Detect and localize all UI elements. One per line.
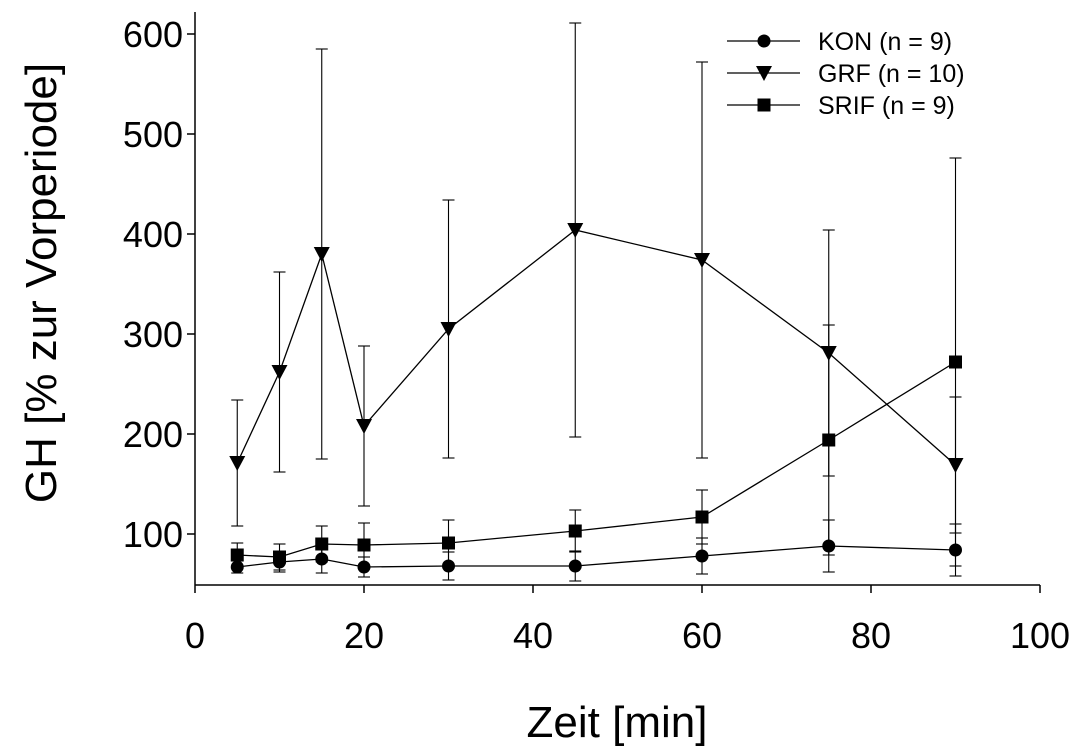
legend-marker bbox=[756, 66, 772, 81]
data-point bbox=[695, 549, 709, 563]
y-tick-label: 600 bbox=[123, 14, 183, 55]
x-tick-label: 80 bbox=[851, 615, 891, 656]
data-point bbox=[694, 253, 710, 268]
legend-label: SRIF (n = 9) bbox=[818, 92, 955, 120]
y-tick-label: 300 bbox=[123, 314, 183, 355]
legend-marker bbox=[757, 98, 771, 112]
series-line bbox=[236, 229, 956, 466]
data-point bbox=[356, 419, 372, 434]
legend: KON (n = 9) GRF (n = 10) SRIF (n = 9) bbox=[727, 28, 965, 120]
y-axis-title: GH [% zur Vorperiode] bbox=[17, 63, 66, 503]
data-point bbox=[313, 247, 330, 262]
data-point bbox=[273, 550, 286, 564]
series-square bbox=[230, 157, 962, 571]
data-point bbox=[440, 322, 457, 337]
x-tick-label: 100 bbox=[1010, 615, 1070, 656]
series-line bbox=[237, 545, 956, 568]
x-tick-label: 0 bbox=[185, 615, 205, 656]
data-point bbox=[271, 365, 288, 380]
legend-marker bbox=[757, 34, 771, 48]
data-point bbox=[568, 559, 582, 573]
series-layer bbox=[229, 22, 964, 582]
data-point bbox=[949, 355, 962, 369]
y-tick-label: 100 bbox=[123, 514, 183, 555]
data-point bbox=[568, 524, 582, 538]
x-tick-label: 60 bbox=[682, 615, 722, 656]
data-point bbox=[357, 538, 371, 552]
data-point bbox=[229, 456, 246, 471]
data-point bbox=[230, 548, 244, 562]
x-tick-label: 40 bbox=[513, 615, 553, 656]
y-tick-label: 500 bbox=[123, 114, 183, 155]
y-tick-label: 200 bbox=[123, 414, 183, 455]
x-tick-label: 20 bbox=[344, 615, 384, 656]
legend-label: GRF (n = 10) bbox=[818, 60, 965, 88]
y-tick-label: 400 bbox=[123, 214, 183, 255]
series-line bbox=[237, 361, 956, 558]
data-point bbox=[695, 510, 709, 524]
legend-label: KON (n = 9) bbox=[818, 28, 952, 56]
data-point bbox=[315, 537, 329, 551]
x-axis-title: Zeit [min] bbox=[527, 698, 708, 747]
data-point bbox=[567, 223, 584, 238]
data-point bbox=[442, 536, 455, 550]
data-point bbox=[822, 433, 836, 447]
axes: 0 20 40 60 80 100 100 200 300 400 500 600 bbox=[123, 12, 1070, 656]
